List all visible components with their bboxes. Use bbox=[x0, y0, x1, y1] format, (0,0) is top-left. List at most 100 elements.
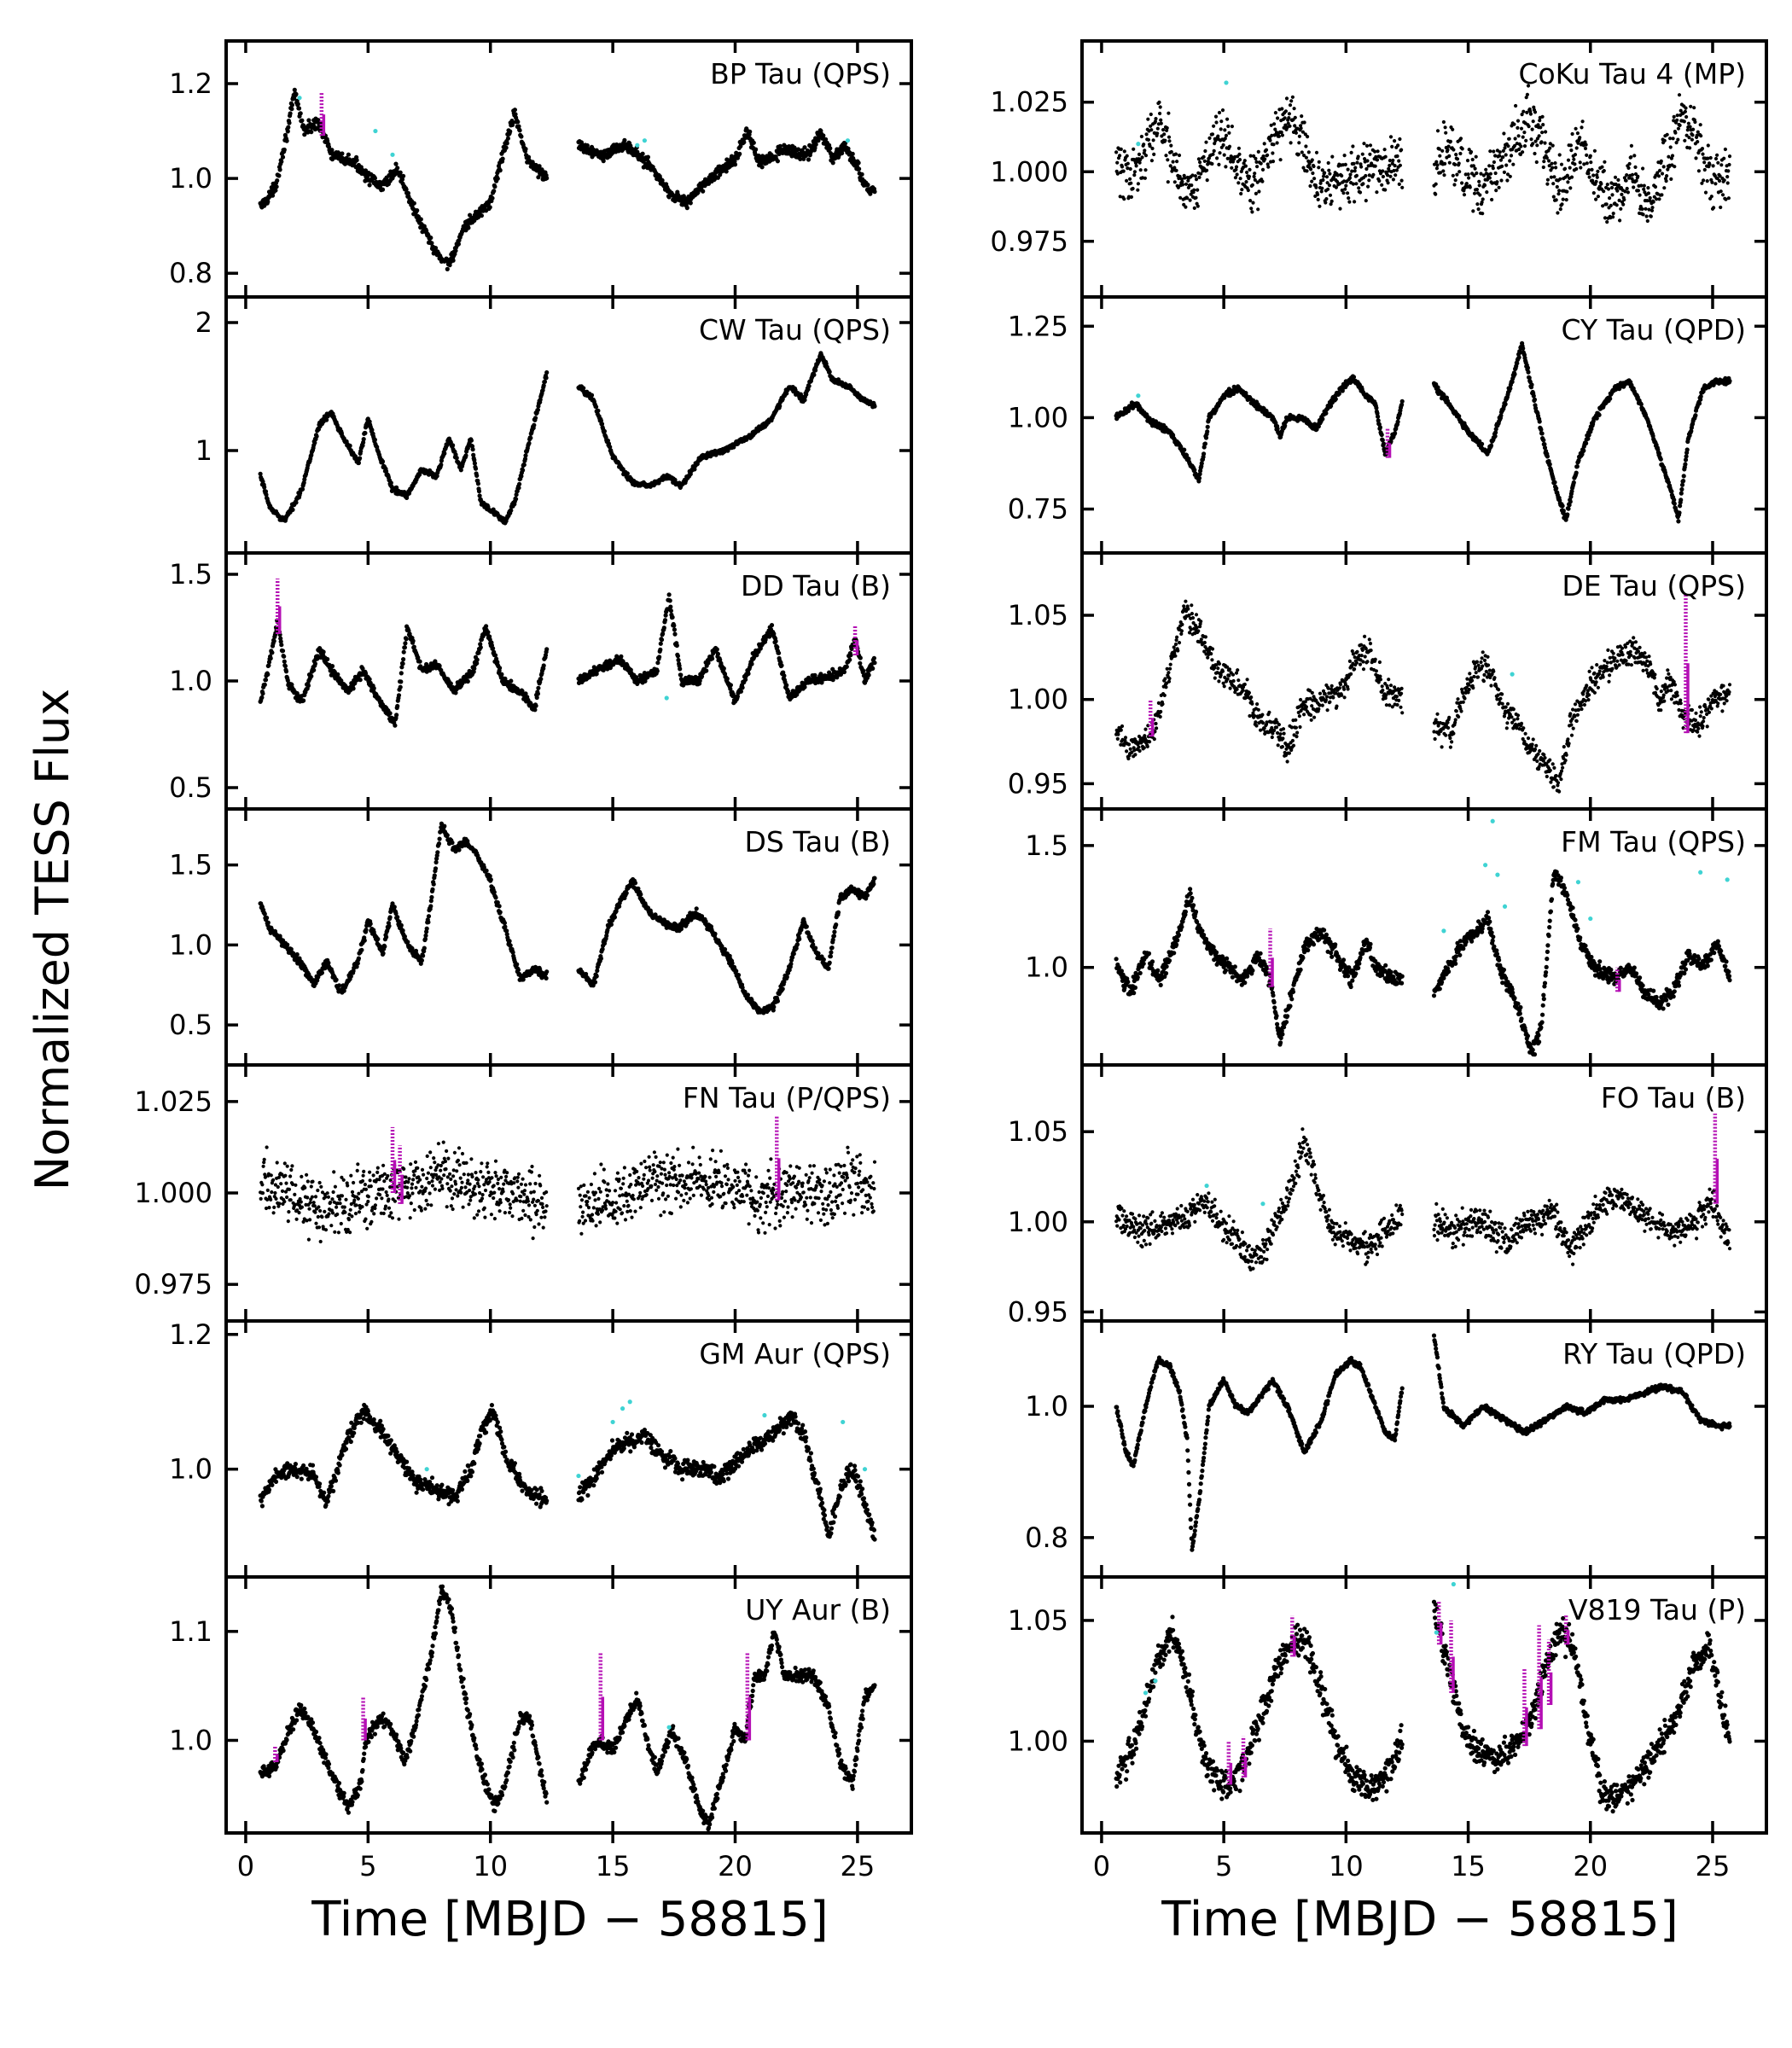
outlier-point bbox=[1136, 142, 1141, 147]
light-curve bbox=[1114, 340, 1732, 524]
panel-8: 0.75 1.00 1.25 CY Tau (QPD) bbox=[1008, 295, 1768, 555]
outlier-point bbox=[642, 138, 648, 143]
outlier-point bbox=[297, 96, 302, 101]
light-curve bbox=[259, 1140, 877, 1244]
y-tick-label: 1.025 bbox=[990, 86, 1068, 119]
light-curve bbox=[1114, 869, 1732, 1057]
y-tick-label: 2 bbox=[195, 306, 212, 339]
outlier-point bbox=[1502, 904, 1508, 909]
outlier-point bbox=[1434, 1630, 1439, 1635]
y-tick-label: 1.0 bbox=[1025, 1390, 1068, 1423]
panel-label: CY Tau (QPD) bbox=[1562, 313, 1746, 346]
panel-label: RY Tau (QPD) bbox=[1562, 1337, 1746, 1370]
x-tick-label: 15 bbox=[596, 1850, 631, 1882]
y-tick-label: 0.5 bbox=[169, 771, 212, 804]
panel-9: 0.95 1.00 1.05 DE Tau (QPS) bbox=[1008, 551, 1768, 811]
outlier-point bbox=[1136, 393, 1141, 399]
y-tick-label: 1.2 bbox=[169, 1318, 212, 1351]
x-axis-label-left: Time [MBJD − 58815] bbox=[311, 1892, 829, 1947]
y-tick-label: 1.2 bbox=[169, 67, 212, 100]
outlier-point bbox=[620, 1406, 625, 1411]
y-tick-label: 1.25 bbox=[1008, 310, 1068, 342]
panel-label: GM Aur (QPS) bbox=[699, 1337, 891, 1370]
y-tick-label: 1.0 bbox=[169, 928, 212, 961]
y-tick-label: 1.0 bbox=[169, 665, 212, 697]
x-tick-label: 5 bbox=[359, 1850, 376, 1882]
panel-frame bbox=[1080, 1575, 1768, 1835]
outlier-point bbox=[666, 1725, 672, 1730]
y-tick-label: 0.75 bbox=[1008, 493, 1068, 526]
panel-label: FN Tau (P/QPS) bbox=[683, 1081, 891, 1114]
outlier-point bbox=[1490, 818, 1495, 823]
y-tick-label: 0.8 bbox=[169, 257, 212, 289]
panel-5: 1.0 1.2 GM Aur (QPS) bbox=[169, 1318, 913, 1579]
y-tick-label: 1.0 bbox=[169, 162, 212, 195]
x-tick-label: 10 bbox=[473, 1850, 508, 1882]
y-tick-label: 1.00 bbox=[1008, 684, 1068, 716]
panel-11: 0.95 1.00 1.05 FO Tau (B) bbox=[1008, 1063, 1768, 1328]
x-tick-label: 15 bbox=[1451, 1850, 1486, 1882]
light-curve bbox=[1114, 1599, 1732, 1814]
outlier-point bbox=[610, 1419, 615, 1425]
panel-frame bbox=[224, 1575, 913, 1835]
plot-layer: 0.8 1.0 1.2 BP Tau (QPS) 1 2 CW Tau (QPS) 0.5 1.… bbox=[134, 39, 1768, 1882]
light-curve bbox=[258, 821, 877, 1015]
outlier-point bbox=[1698, 870, 1703, 875]
outlier-point bbox=[424, 1467, 429, 1472]
panel-label: DD Tau (B) bbox=[741, 569, 891, 602]
outlier-point bbox=[762, 1412, 767, 1418]
light-curve bbox=[1114, 1333, 1732, 1552]
outlier-point bbox=[1575, 880, 1581, 885]
light-curve bbox=[258, 87, 877, 271]
panel-label: CW Tau (QPS) bbox=[699, 313, 891, 346]
y-tick-label: 1.5 bbox=[169, 849, 212, 881]
panel-12: 0.8 1.0 RY Tau (QPD) bbox=[1025, 1319, 1768, 1579]
panel-1: 1 2 CW Tau (QPS) bbox=[195, 295, 913, 555]
light-curve bbox=[1114, 84, 1732, 224]
y-tick-label: 1 bbox=[195, 434, 212, 467]
x-tick-label: 25 bbox=[841, 1850, 876, 1882]
outlier-point bbox=[1588, 916, 1593, 922]
panel-4: 0.975 1.000 1.025 FN Tau (P/QPS) bbox=[134, 1063, 913, 1323]
outlier-point bbox=[373, 128, 378, 134]
y-tick-label: 1.0 bbox=[169, 1724, 212, 1756]
y-tick-label: 0.95 bbox=[1008, 1295, 1068, 1328]
panel-7: 0.975 1.000 1.025 CoKu Tau 4 (MP) bbox=[990, 39, 1768, 299]
x-tick-label: 0 bbox=[237, 1850, 254, 1882]
panel-label: DE Tau (QPS) bbox=[1562, 569, 1746, 602]
x-axis-label-right: Time [MBJD − 58815] bbox=[1161, 1892, 1679, 1947]
y-tick-label: 1.05 bbox=[1008, 1604, 1068, 1637]
light-curve bbox=[1114, 599, 1732, 794]
x-tick-label: 10 bbox=[1329, 1850, 1364, 1882]
y-tick-label: 1.00 bbox=[1008, 1206, 1068, 1238]
y-tick-label: 1.1 bbox=[169, 1615, 212, 1648]
outlier-point bbox=[1224, 80, 1229, 85]
y-axis-label: Normalized TESS Flux bbox=[26, 689, 79, 1190]
outlier-point bbox=[1495, 872, 1500, 877]
y-tick-label: 1.000 bbox=[134, 1177, 212, 1209]
panel-label: UY Aur (B) bbox=[745, 1593, 891, 1626]
panel-label: FO Tau (B) bbox=[1601, 1081, 1746, 1114]
panel-3: 0.5 1.0 1.5 DS Tau (B) bbox=[169, 807, 913, 1067]
outlier-point bbox=[1483, 863, 1488, 868]
x-tick-label: 0 bbox=[1093, 1850, 1110, 1882]
panel-label: BP Tau (QPS) bbox=[710, 57, 891, 90]
outlier-point bbox=[1451, 1581, 1456, 1587]
panel-2: 0.5 1.0 1.5 DD Tau (B) bbox=[169, 551, 913, 811]
light-curve bbox=[258, 1584, 877, 1832]
outlier-point bbox=[576, 1473, 581, 1479]
outlier-point bbox=[862, 1467, 868, 1472]
y-tick-label: 0.975 bbox=[134, 1268, 212, 1300]
panel-label: DS Tau (B) bbox=[744, 825, 891, 858]
light-curve bbox=[1114, 1127, 1732, 1271]
panel-label: CoKu Tau 4 (MP) bbox=[1518, 57, 1746, 90]
x-tick-label: 20 bbox=[718, 1850, 753, 1882]
y-tick-label: 0.975 bbox=[990, 225, 1068, 258]
outlier-point bbox=[635, 143, 640, 148]
outlier-point bbox=[1260, 1201, 1265, 1207]
y-tick-label: 0.5 bbox=[169, 1009, 212, 1041]
panel-0: 0.8 1.0 1.2 BP Tau (QPS) bbox=[169, 39, 913, 299]
outlier-point bbox=[1143, 1690, 1149, 1696]
outlier-point bbox=[664, 695, 669, 701]
